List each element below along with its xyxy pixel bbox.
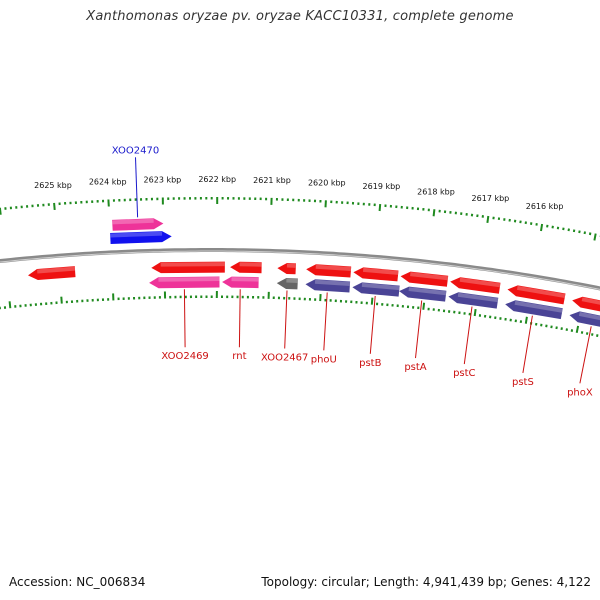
xoo2467-label: XOO2467 — [261, 353, 308, 364]
gene-minus1-arrow-shade — [581, 297, 600, 305]
pstb-leader-line — [369, 295, 376, 354]
minor-tick — [580, 331, 584, 334]
scale-label-2618-kbp: 2618 kbp — [417, 187, 455, 196]
minor-tick — [596, 334, 599, 337]
gene-minus1-arrow-shade — [459, 277, 501, 288]
major-tick — [593, 233, 597, 241]
phox-label: phoX — [567, 387, 593, 398]
rnt-label: rnt — [232, 351, 246, 362]
scale-label-2620-kbp: 2620 kbp — [308, 178, 346, 187]
pstb-label: pstB — [359, 358, 381, 369]
accession-text: Accession: NC_006834 — [9, 575, 146, 589]
scale-labels: 2625 kbp 2624 kbp 2623 kbp 2622 kbp 2621 kbp… — [34, 175, 563, 211]
major-tick — [0, 207, 2, 215]
xoo2470-label: XOO2470 — [112, 145, 159, 156]
xoo2467-minus2-arrow-shade — [286, 278, 298, 283]
major-tick — [540, 223, 544, 232]
rnt-minus2-arrow-shade — [231, 277, 259, 282]
phox-minus2-arrow-shade — [578, 311, 600, 321]
rnt-leader-line — [238, 289, 241, 348]
xoo2470-leader-line — [135, 157, 139, 218]
page-title: Xanthomonas oryzae pv. oryzae KACC10331,… — [86, 9, 514, 24]
major-tick — [486, 215, 490, 224]
scale-label-2619-kbp: 2619 kbp — [363, 182, 401, 191]
gene-minus1-arrow-shade — [315, 264, 352, 271]
major-tick — [60, 296, 63, 304]
psta-minus2-arrow-shade — [408, 287, 447, 296]
psts-minus2-arrow-shade — [514, 300, 563, 313]
gene-minus1-arrow-shade — [160, 262, 225, 267]
psta-leader-line — [415, 300, 423, 359]
major-tick — [370, 297, 374, 305]
major-tick — [8, 301, 12, 309]
scale-label-2624-kbp: 2624 kbp — [89, 178, 127, 187]
minor-tick — [591, 333, 594, 336]
major-tick — [524, 316, 528, 324]
gene-minus1-arrow-shade — [37, 266, 76, 274]
gene-minus1-arrow-shade — [239, 262, 262, 267]
psts-leader-line — [522, 315, 533, 373]
major-tick — [473, 308, 477, 317]
phou-label: phoU — [311, 354, 337, 365]
phou-minus2-arrow-shade — [314, 279, 351, 286]
phox-leader-line — [579, 326, 592, 384]
psts-label: pstS — [512, 377, 534, 388]
minor-tick — [585, 332, 589, 335]
scale-label-2625-kbp: 2625 kbp — [34, 181, 72, 190]
scale-ticks-bottom — [0, 290, 599, 337]
backbone-line — [0, 248, 600, 291]
genome-summary-text: Topology: circular; Length: 4,941,439 bp… — [261, 575, 591, 589]
pstc-minus2-arrow-shade — [457, 292, 499, 303]
scale-label-2622-kbp: 2622 kbp — [198, 175, 236, 184]
scale-label-2623-kbp: 2623 kbp — [144, 176, 182, 185]
gene-minus1-arrow-shade — [286, 263, 296, 268]
minor-tick — [578, 230, 581, 234]
minor-tick — [567, 228, 570, 232]
psta-label: pstA — [404, 362, 426, 373]
gene-minus1-arrow-shade — [363, 267, 399, 275]
scale-label-2621-kbp: 2621 kbp — [253, 176, 291, 185]
scale-label-2617-kbp: 2617 kbp — [472, 194, 510, 203]
scale-label-2616-kbp: 2616 kbp — [526, 202, 564, 211]
gene-features — [28, 218, 600, 327]
pstb-minus2-arrow-shade — [361, 282, 400, 291]
major-tick — [432, 209, 436, 217]
major-tick — [378, 204, 382, 212]
major-tick — [575, 325, 580, 333]
gene-minus1-arrow-shade — [410, 272, 449, 281]
xoo2470-plus1-arrow-shade — [110, 231, 163, 238]
scale-ticks-top — [0, 197, 600, 241]
backbone-highlight — [0, 250, 600, 290]
major-tick — [422, 302, 426, 310]
pstc-leader-line — [463, 306, 473, 365]
genome-backbone — [0, 248, 600, 291]
phou-leader-line — [323, 292, 328, 351]
xoo2469-minus2-arrow-shade — [158, 277, 220, 282]
xoo2470-plus2-arrow-shade — [112, 218, 154, 225]
gene-minus1-arrow-shade — [517, 285, 566, 298]
xoo2467-leader-line — [284, 290, 288, 349]
major-tick — [53, 202, 56, 210]
xoo2469-label: XOO2469 — [161, 351, 208, 362]
xoo2469-leader-line — [183, 289, 186, 348]
minor-tick — [588, 232, 592, 236]
gene-labels: XOO2470 XOO2469 rnt XOO2467 phoU pstB pstA pstC… — [112, 145, 593, 398]
pstc-label: pstC — [453, 368, 475, 379]
